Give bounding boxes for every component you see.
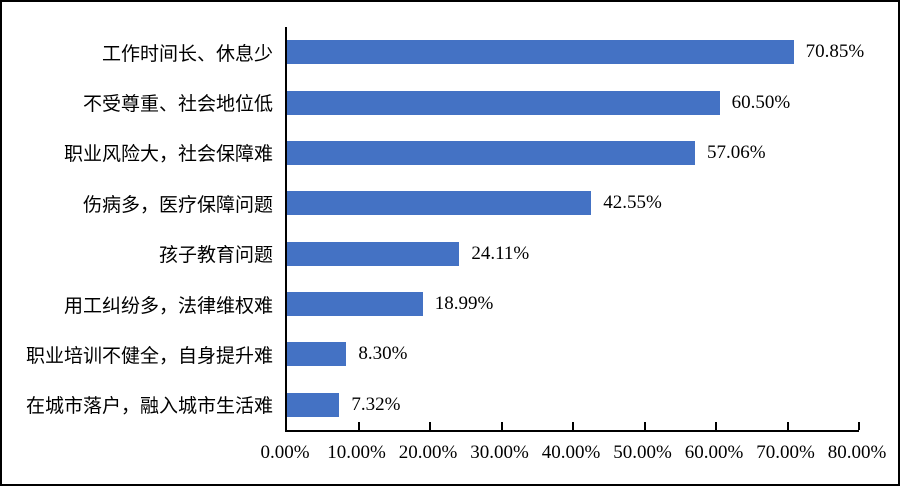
bar-row: 70.85% (287, 27, 864, 77)
bar (287, 392, 340, 417)
plot-area: 70.85% 60.50% 57.06% 42.55% 24.11% 18.99% 8.30… (285, 27, 864, 432)
bar (287, 140, 695, 165)
value-label: 70.85% (805, 41, 865, 63)
x-tick-label: 50.00% (613, 442, 672, 463)
category-label: 伤病多，医疗保障问题 (82, 194, 273, 216)
category-label: 职业培训不健全，自身提升难 (25, 345, 273, 367)
bar (287, 191, 592, 216)
x-tick (429, 422, 431, 430)
x-tick-label: 20.00% (398, 442, 458, 463)
value-label: 57.06% (706, 141, 766, 163)
x-tick-label: 70.00% (756, 442, 815, 463)
x-tick-label: 60.00% (684, 442, 744, 463)
category-label: 职业风险大，社会保障难 (63, 144, 273, 166)
x-tick-label: 40.00% (541, 442, 601, 463)
bar (287, 90, 720, 115)
category-labels: 工作时间长、休息少不受尊重、社会地位低职业风险大，社会保障难伤病多，医疗保障问题… (2, 27, 273, 430)
value-label: 18.99% (434, 293, 494, 315)
bar-row: 57.06% (287, 128, 859, 178)
bar-row: 24.11% (287, 229, 859, 279)
x-tick (572, 422, 574, 430)
category-label: 不受尊重、社会地位低 (82, 94, 273, 116)
category-label: 在城市落户，融入城市生活难 (25, 396, 273, 418)
bar-row: 7.32% (287, 380, 859, 430)
category-label: 孩子教育问题 (158, 245, 273, 267)
category-label: 用工纠纷多，法律维权难 (63, 295, 273, 317)
x-tick (643, 422, 646, 430)
x-tick (357, 422, 360, 430)
bar (287, 292, 423, 317)
value-label: 8.30% (358, 343, 408, 365)
bar-row: 60.50% (287, 77, 859, 127)
x-tick (715, 422, 717, 430)
x-axis-labels: 0.00% 10.00% 20.00% 30.00% 40.00% 50.00% 60.00… (260, 442, 886, 468)
bar-row: 8.30% (287, 329, 859, 379)
bar (287, 241, 460, 266)
value-label: 42.55% (603, 192, 662, 214)
value-label: 24.11% (471, 242, 530, 264)
bar (287, 342, 347, 367)
x-tick-label: 30.00% (470, 442, 529, 463)
bar (287, 40, 794, 65)
x-tick (858, 422, 860, 430)
value-label: 7.32% (351, 393, 401, 415)
value-label: 60.50% (731, 91, 791, 113)
bar-row: 18.99% (287, 279, 859, 329)
x-tick (500, 422, 503, 430)
category-label: 工作时间长、休息少 (101, 43, 273, 65)
x-tick-label: 10.00% (327, 442, 386, 463)
x-tick-label: 0.00% (260, 442, 310, 463)
x-tick-label: 80.00% (827, 442, 887, 463)
bar-row: 42.55% (287, 178, 859, 228)
x-tick (786, 422, 789, 430)
